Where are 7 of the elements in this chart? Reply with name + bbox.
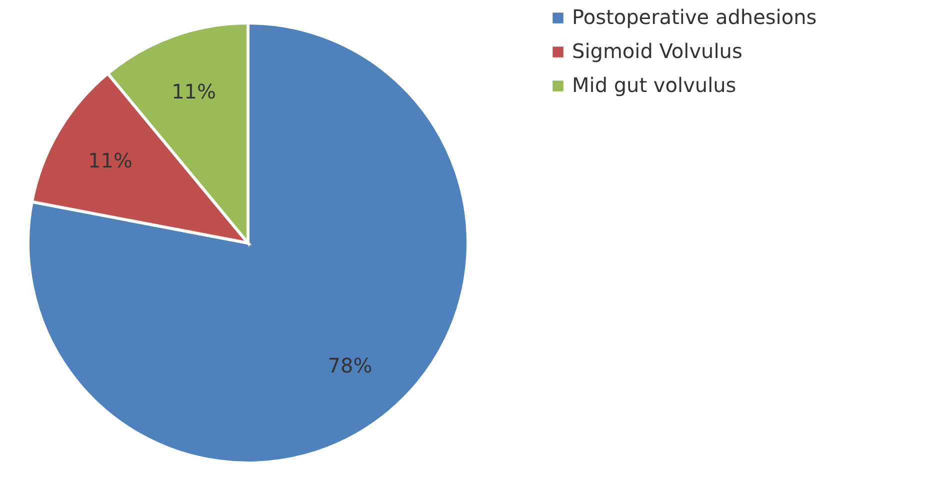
pie-slice: [26, 22, 470, 464]
data-label: 11%: [88, 148, 133, 173]
data-label: 11%: [172, 79, 216, 104]
data-label: 78%: [328, 353, 372, 378]
legend-label: Mid gut volvulus: [572, 73, 736, 97]
legend-label: Sigmoid Volvulus: [572, 39, 742, 63]
legend-label: Postoperative adhesions: [572, 5, 817, 29]
